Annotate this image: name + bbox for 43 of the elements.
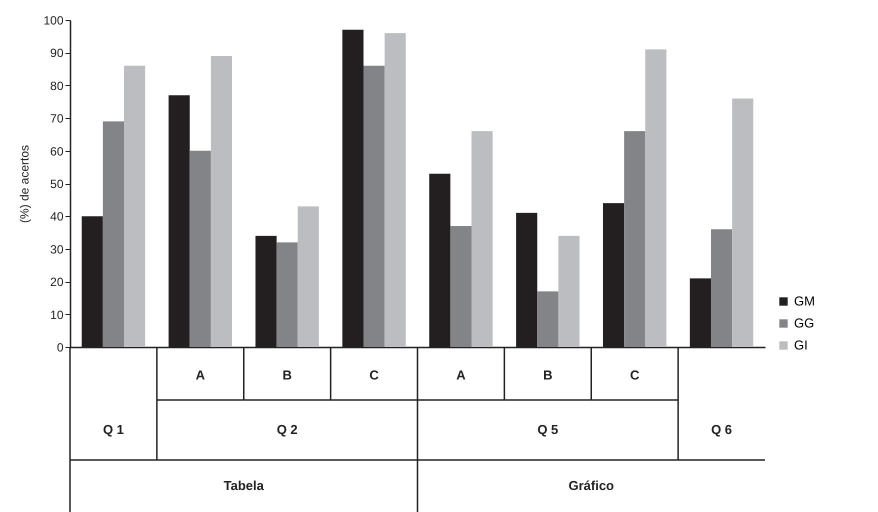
bar [645, 49, 666, 347]
bar [384, 33, 406, 347]
text: Q 6 [710, 422, 734, 437]
bar [124, 66, 146, 347]
x-tick-label: A [456, 368, 466, 382]
x-tick-label: A [196, 368, 206, 382]
text: Q 2 [276, 422, 299, 437]
bar [732, 98, 754, 347]
y-tick-label: 60 [50, 144, 64, 158]
y-tick-label: 0 [56, 340, 64, 354]
bar [710, 229, 732, 347]
x-tick-label: C [369, 368, 380, 382]
y-tick-label: 90 [50, 46, 64, 60]
x-tick-label: C [630, 368, 640, 382]
legend-label: GG [794, 316, 814, 330]
text: Gráfico [567, 478, 615, 493]
x-tick-label: B [543, 368, 553, 382]
y-tick-label: 100 [43, 14, 64, 28]
bar [558, 236, 580, 347]
text: Q 5 [536, 422, 560, 437]
text: Tabela [222, 478, 265, 493]
x-tick-label: B [282, 368, 292, 382]
y-tick-label: 50 [50, 177, 64, 191]
y-tick-label: 20 [50, 275, 64, 290]
y-tick-label: 70 [50, 112, 64, 126]
bar [102, 121, 124, 347]
y-tick-label: 40 [50, 210, 64, 224]
legend-label: GI [794, 338, 808, 352]
bar [363, 66, 385, 347]
legend-label: GM [794, 294, 815, 308]
bar [472, 131, 493, 347]
bar [190, 150, 211, 347]
bar [450, 226, 472, 347]
bar [537, 291, 558, 347]
y-tick-label: 80 [50, 78, 64, 93]
bar [298, 206, 319, 347]
text: Q 1 [102, 422, 125, 437]
bar [624, 131, 646, 347]
y-axis-title: (%) de acertos [17, 144, 32, 224]
y-tick-label: 30 [50, 242, 64, 256]
bar [276, 242, 298, 347]
bar [210, 56, 232, 347]
y-tick-label: 10 [50, 308, 64, 322]
